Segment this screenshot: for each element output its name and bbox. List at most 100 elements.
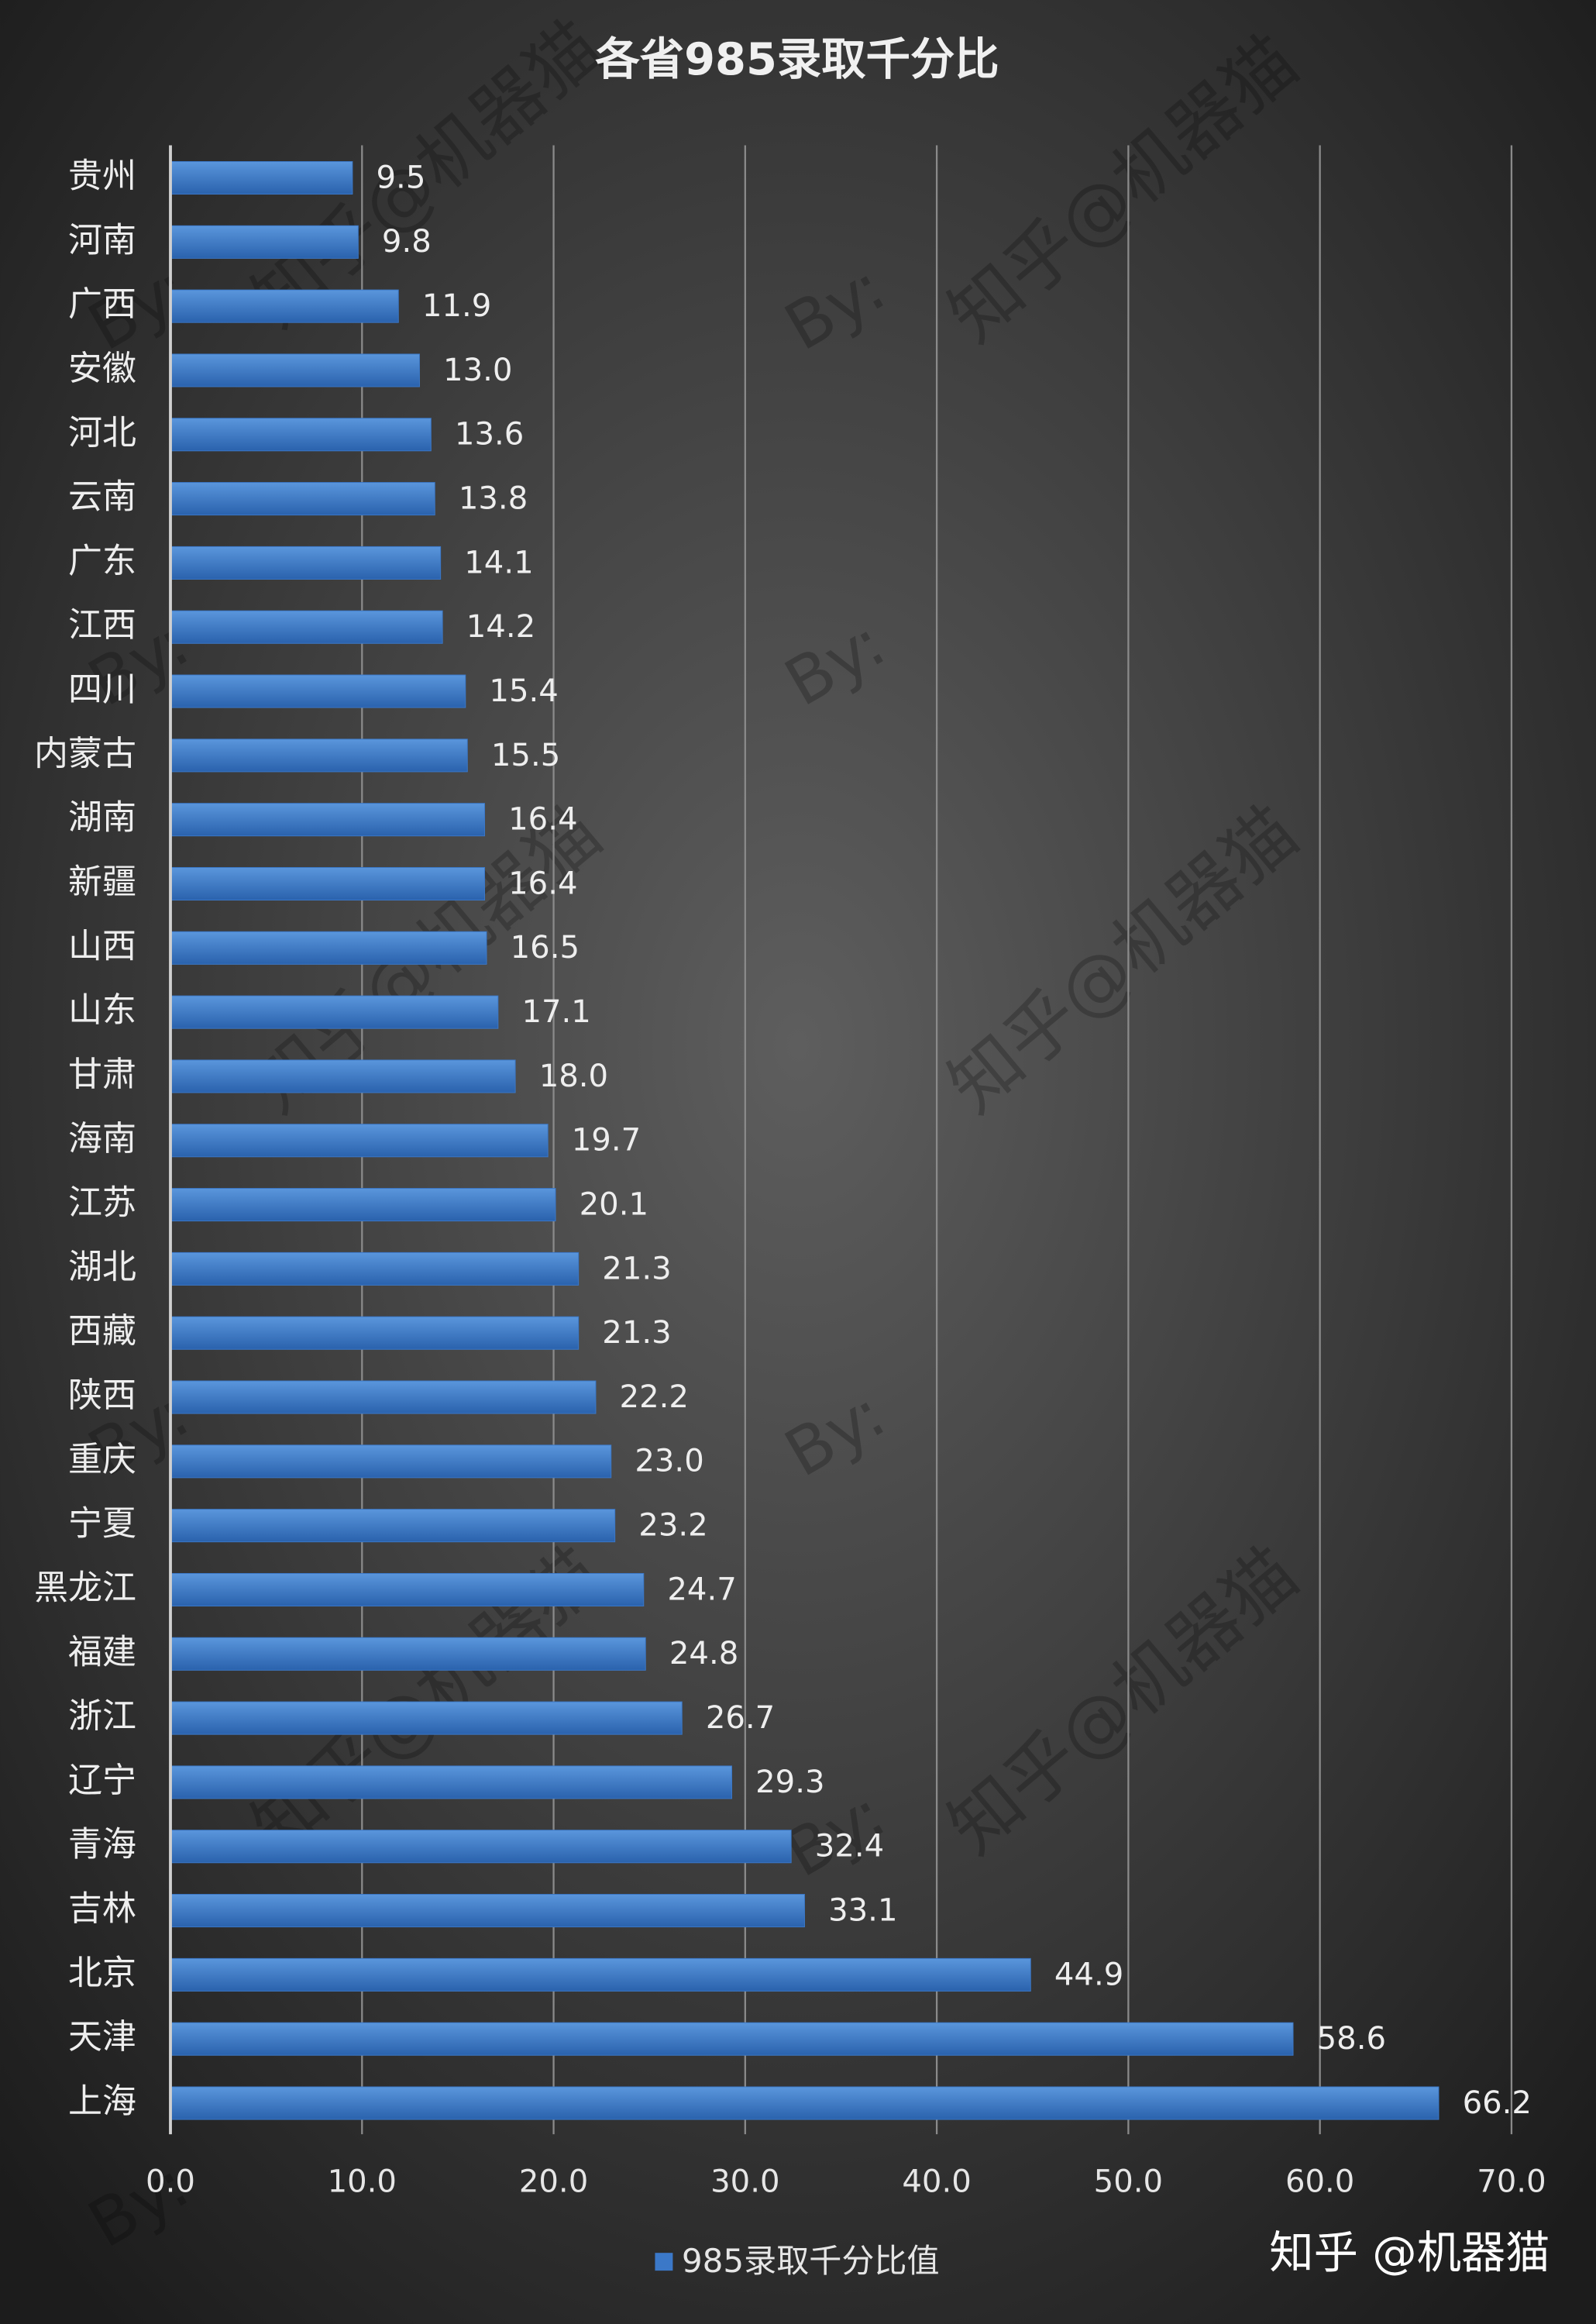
legend-swatch bbox=[655, 2253, 673, 2271]
data-label: 33.1 bbox=[828, 1892, 897, 1928]
data-label: 66.2 bbox=[1463, 2085, 1532, 2121]
data-label: 14.2 bbox=[466, 609, 535, 645]
bar bbox=[170, 225, 359, 259]
bar bbox=[170, 610, 443, 644]
data-label: 9.8 bbox=[382, 224, 432, 260]
y-tick-label: 甘肃 bbox=[68, 1055, 136, 1094]
y-tick-label: 重庆 bbox=[68, 1440, 136, 1479]
bar bbox=[170, 1894, 805, 1928]
data-label: 58.6 bbox=[1317, 2021, 1386, 2057]
data-label: 26.7 bbox=[706, 1700, 775, 1736]
y-tick-label: 海南 bbox=[68, 1119, 136, 1159]
x-tick-label: 60.0 bbox=[1285, 2164, 1354, 2199]
y-tick-label: 上海 bbox=[68, 2081, 136, 2121]
y-tick-label: 天津 bbox=[68, 2017, 136, 2057]
data-label: 15.5 bbox=[491, 738, 560, 773]
bar bbox=[170, 674, 466, 708]
data-label: 13.8 bbox=[459, 481, 528, 517]
y-tick-label: 江苏 bbox=[68, 1183, 136, 1223]
x-tick-label: 50.0 bbox=[1094, 2164, 1163, 2199]
y-tick-label: 新疆 bbox=[68, 862, 136, 901]
y-tick-label: 西藏 bbox=[68, 1311, 136, 1351]
x-tick-label: 30.0 bbox=[710, 2164, 779, 2199]
data-label: 24.7 bbox=[667, 1572, 736, 1607]
data-label: 24.8 bbox=[669, 1636, 738, 1672]
data-label: 15.4 bbox=[489, 673, 558, 709]
y-tick-label: 北京 bbox=[68, 1953, 136, 1992]
bar bbox=[170, 995, 499, 1029]
data-label: 14.1 bbox=[464, 545, 533, 580]
data-label: 18.0 bbox=[539, 1059, 608, 1094]
bar bbox=[170, 353, 420, 387]
bar bbox=[170, 803, 486, 837]
data-label: 32.4 bbox=[815, 1829, 884, 1864]
x-tick-label: 20.0 bbox=[519, 2164, 588, 2199]
data-label: 23.0 bbox=[635, 1444, 703, 1479]
bar bbox=[170, 866, 486, 901]
bar bbox=[170, 1124, 549, 1158]
y-tick-label: 宁夏 bbox=[68, 1504, 136, 1544]
y-tick-label: 黑龙江 bbox=[34, 1568, 136, 1607]
y-tick-label: 吉林 bbox=[68, 1889, 136, 1929]
bar bbox=[170, 1252, 580, 1286]
x-tick-label: 10.0 bbox=[328, 2164, 397, 2199]
x-tick-label: 0.0 bbox=[146, 2164, 195, 2199]
bar bbox=[170, 1316, 580, 1350]
bar bbox=[170, 1637, 646, 1671]
data-label: 23.2 bbox=[638, 1508, 707, 1544]
data-label: 9.5 bbox=[377, 160, 426, 195]
bar bbox=[170, 546, 442, 580]
y-tick-label: 山东 bbox=[68, 990, 136, 1030]
y-tick-label: 山西 bbox=[68, 926, 136, 966]
y-tick-label: 广东 bbox=[68, 541, 136, 580]
y-tick-label: 陕西 bbox=[68, 1375, 136, 1415]
bar bbox=[170, 1059, 516, 1093]
y-tick-label: 内蒙古 bbox=[34, 734, 136, 773]
data-label: 13.6 bbox=[455, 417, 524, 453]
y-tick-label: 浙江 bbox=[68, 1696, 136, 1736]
data-label: 29.3 bbox=[755, 1765, 824, 1800]
data-label: 16.5 bbox=[511, 930, 580, 966]
y-tick-label: 河南 bbox=[68, 220, 136, 260]
data-label: 20.1 bbox=[580, 1186, 648, 1222]
bar bbox=[170, 1509, 616, 1543]
data-label: 44.9 bbox=[1054, 1957, 1123, 1992]
y-tick-label: 贵州 bbox=[68, 157, 136, 196]
bar bbox=[170, 1765, 732, 1799]
bar bbox=[170, 289, 399, 323]
bar bbox=[170, 931, 487, 965]
bar bbox=[170, 1957, 1031, 1992]
bar bbox=[170, 418, 432, 452]
legend-label: 985录取千分比值 bbox=[682, 2242, 940, 2280]
data-label: 21.3 bbox=[602, 1251, 671, 1286]
y-tick-label: 广西 bbox=[68, 284, 136, 324]
data-label: 17.1 bbox=[521, 994, 590, 1030]
y-tick-label: 安徽 bbox=[68, 349, 136, 388]
y-tick-label: 云南 bbox=[68, 477, 136, 517]
bar bbox=[170, 1701, 683, 1735]
bar bbox=[170, 482, 435, 516]
bar bbox=[170, 1188, 556, 1222]
y-tick-label: 辽宁 bbox=[68, 1761, 136, 1800]
y-tick-label: 湖北 bbox=[68, 1247, 136, 1286]
data-label: 22.2 bbox=[620, 1379, 689, 1415]
brand: 知乎 @机器猫 bbox=[1269, 2227, 1550, 2279]
bar bbox=[170, 1830, 792, 1864]
bar bbox=[170, 1444, 612, 1479]
bar bbox=[170, 2022, 1294, 2056]
data-label: 19.7 bbox=[572, 1123, 641, 1159]
y-tick-label: 湖南 bbox=[68, 798, 136, 838]
chart-title: 各省985录取千分比 bbox=[595, 33, 999, 85]
data-label: 21.3 bbox=[602, 1315, 671, 1351]
bar bbox=[170, 2086, 1439, 2120]
data-label: 11.9 bbox=[422, 288, 491, 324]
data-label: 13.0 bbox=[443, 353, 512, 388]
bar bbox=[170, 160, 353, 195]
y-tick-label: 河北 bbox=[68, 413, 136, 453]
y-tick-label: 四川 bbox=[68, 670, 136, 709]
bar bbox=[170, 1380, 597, 1414]
x-tick-label: 40.0 bbox=[902, 2164, 971, 2199]
data-label: 16.4 bbox=[508, 866, 577, 901]
bar bbox=[170, 739, 468, 773]
